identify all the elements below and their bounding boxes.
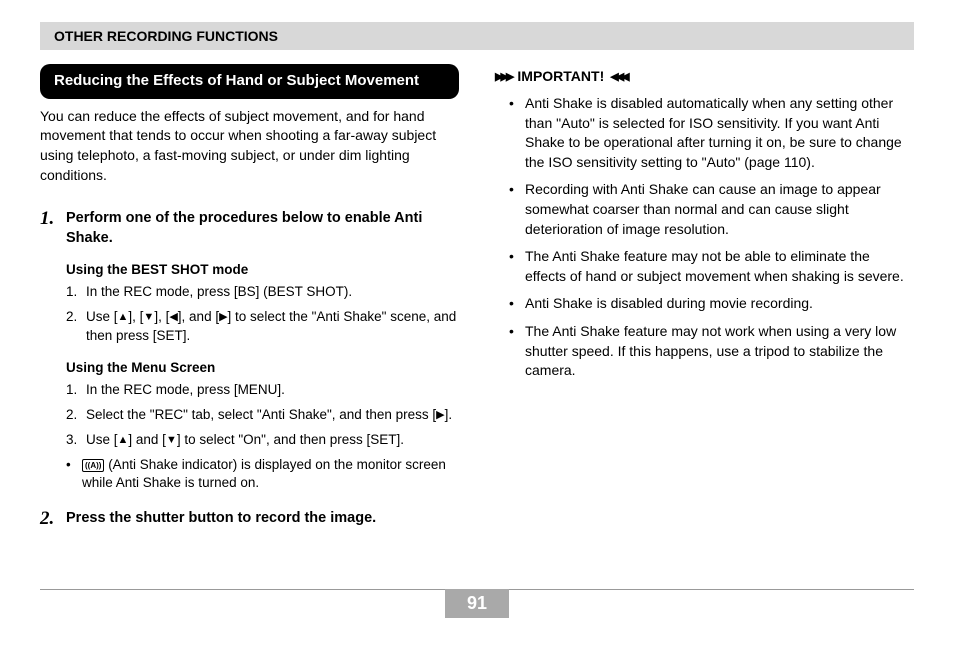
step-1-title: Perform one of the procedures below to e…	[66, 209, 459, 248]
right-arrow-icon: ▶	[436, 408, 444, 423]
best-shot-section: Using the BEST SHOT mode 1. In the REC m…	[66, 262, 459, 346]
page-footer: 91	[40, 589, 914, 618]
best-step-1-text: In the REC mode, press [BS] (BEST SHOT).	[86, 283, 352, 302]
triangle-right-icon: ▶▶▶	[495, 70, 511, 83]
triangle-left-icon: ◀◀◀	[610, 70, 626, 83]
menu-step-1: 1. In the REC mode, press [MENU].	[66, 381, 459, 400]
left-arrow-icon: ◀	[169, 310, 177, 325]
menu-step-3: 3. Use [▲] and [▼] to select "On", and t…	[66, 431, 459, 450]
page-header-bar: OTHER RECORDING FUNCTIONS	[40, 22, 914, 50]
best-step-2-text: Use [▲], [▼], [◀], and [▶] to select the…	[86, 308, 459, 346]
content-columns: Reducing the Effects of Hand or Subject …	[40, 64, 914, 540]
bullet-icon: •	[66, 456, 74, 494]
indicator-note-text: ((A)) (Anti Shake indicator) is displaye…	[82, 456, 459, 494]
best-shot-heading: Using the BEST SHOT mode	[66, 262, 459, 277]
down-arrow-icon: ▼	[143, 310, 154, 325]
step-2: 2. Press the shutter button to record th…	[40, 509, 459, 530]
menu-screen-heading: Using the Menu Screen	[66, 360, 459, 375]
important-label: IMPORTANT!	[517, 68, 604, 84]
important-list: •Anti Shake is disabled automatically wh…	[509, 94, 914, 381]
menu-step-1-text: In the REC mode, press [MENU].	[86, 381, 285, 400]
indicator-note: • ((A)) (Anti Shake indicator) is displa…	[66, 456, 459, 494]
page-number: 91	[445, 589, 509, 618]
menu-step-3-num: 3.	[66, 431, 80, 450]
best-step-1-num: 1.	[66, 283, 80, 302]
step-2-number: 2.	[40, 509, 58, 530]
step-2-title: Press the shutter button to record the i…	[66, 509, 376, 530]
step-1: 1. Perform one of the procedures below t…	[40, 209, 459, 248]
important-item-3: •The Anti Shake feature may not be able …	[509, 247, 914, 286]
intro-paragraph: You can reduce the effects of subject mo…	[40, 107, 459, 185]
menu-screen-section: Using the Menu Screen 1. In the REC mode…	[66, 360, 459, 493]
best-step-2: 2. Use [▲], [▼], [◀], and [▶] to select …	[66, 308, 459, 346]
important-item-1: •Anti Shake is disabled automatically wh…	[509, 94, 914, 172]
menu-step-3-text: Use [▲] and [▼] to select "On", and then…	[86, 431, 404, 450]
section-title-pill: Reducing the Effects of Hand or Subject …	[40, 64, 459, 99]
menu-step-2-text: Select the "REC" tab, select "Anti Shake…	[86, 406, 452, 425]
best-step-2-num: 2.	[66, 308, 80, 346]
important-item-2: •Recording with Anti Shake can cause an …	[509, 180, 914, 239]
menu-step-2-num: 2.	[66, 406, 80, 425]
up-arrow-icon: ▲	[118, 433, 129, 448]
step-1-number: 1.	[40, 209, 58, 248]
right-column: ▶▶▶ IMPORTANT! ◀◀◀ •Anti Shake is disabl…	[495, 64, 914, 540]
left-column: Reducing the Effects of Hand or Subject …	[40, 64, 459, 540]
important-item-5: •The Anti Shake feature may not work whe…	[509, 322, 914, 381]
important-item-4: •Anti Shake is disabled during movie rec…	[509, 294, 914, 314]
menu-step-1-num: 1.	[66, 381, 80, 400]
up-arrow-icon: ▲	[118, 310, 129, 325]
menu-step-2: 2. Select the "REC" tab, select "Anti Sh…	[66, 406, 459, 425]
anti-shake-indicator-icon: ((A))	[82, 459, 104, 472]
important-heading: ▶▶▶ IMPORTANT! ◀◀◀	[495, 68, 914, 84]
best-step-1: 1. In the REC mode, press [BS] (BEST SHO…	[66, 283, 459, 302]
right-arrow-icon: ▶	[219, 310, 227, 325]
down-arrow-icon: ▼	[166, 433, 177, 448]
